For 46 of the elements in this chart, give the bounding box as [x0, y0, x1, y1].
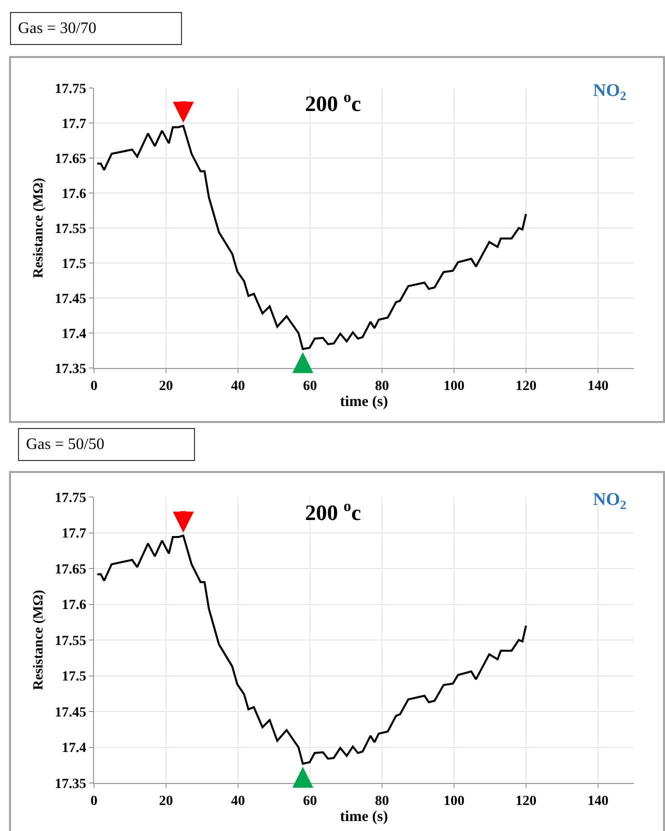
- x-tick-label: 80: [375, 794, 389, 809]
- x-axis-title: time (s): [340, 394, 388, 410]
- x-tick-label: 40: [231, 794, 245, 809]
- y-tick-label: 17.45: [54, 705, 86, 720]
- line-series: [96, 534, 527, 765]
- y-tick-label: 17.35: [54, 776, 86, 792]
- x-tick-label: 140: [588, 794, 608, 809]
- x-tick-label: 0: [90, 794, 98, 809]
- y-tick-label: 17.4: [62, 741, 86, 756]
- y-axis-title: Resistance (MΩ): [31, 590, 46, 690]
- annotation: 200 $^{o}$c: [305, 498, 362, 526]
- x-tick-label: 0: [90, 378, 98, 394]
- y-tick-label: 17.65: [54, 562, 86, 578]
- annotation: NO$_{2}$: [593, 80, 626, 103]
- x-tick-label: 120: [516, 378, 536, 394]
- x-tick-label: 100: [444, 794, 464, 809]
- y-tick-label: 17.6: [62, 186, 86, 202]
- x-tick-label: 80: [375, 378, 389, 394]
- y-tick-label: 17.45: [54, 292, 86, 307]
- y-tick-label: 17.5: [62, 256, 86, 272]
- y-tick-label: 17.55: [54, 634, 86, 649]
- y-tick-label: 17.6: [62, 598, 86, 614]
- y-tick-label: 17.7: [62, 116, 86, 132]
- y-tick-label: 17.5: [62, 670, 86, 685]
- y-tick-label: 17.75: [54, 490, 86, 506]
- x-tick-label: 60: [303, 794, 317, 809]
- x-tick-label: 40: [231, 378, 245, 394]
- y-tick-label: 17.7: [62, 526, 86, 542]
- x-tick-label: 140: [588, 378, 608, 394]
- y-tick-label: 17.35: [54, 362, 86, 377]
- x-axis-title: time (s): [340, 808, 388, 825]
- x-tick-label: 120: [516, 794, 536, 809]
- annotation: NO$_{2}$: [593, 489, 626, 512]
- y-tick-label: 17.65: [54, 152, 86, 167]
- line-series: [96, 124, 527, 350]
- y-tick-label: 17.4: [62, 326, 86, 342]
- x-tick-label: 100: [444, 378, 464, 394]
- y-tick-label: 17.75: [54, 82, 86, 97]
- y-axis-title: Resistance (MΩ): [31, 178, 46, 278]
- chart-title: Gas = 30/70: [18, 20, 96, 37]
- chart-title: Gas = 50/50: [26, 436, 104, 453]
- x-tick-label: 20: [159, 378, 173, 394]
- annotation: 200 $^{o}$c: [305, 89, 362, 116]
- x-tick-label: 60: [303, 378, 317, 394]
- y-tick-label: 17.55: [54, 222, 86, 237]
- x-tick-label: 20: [159, 794, 173, 809]
